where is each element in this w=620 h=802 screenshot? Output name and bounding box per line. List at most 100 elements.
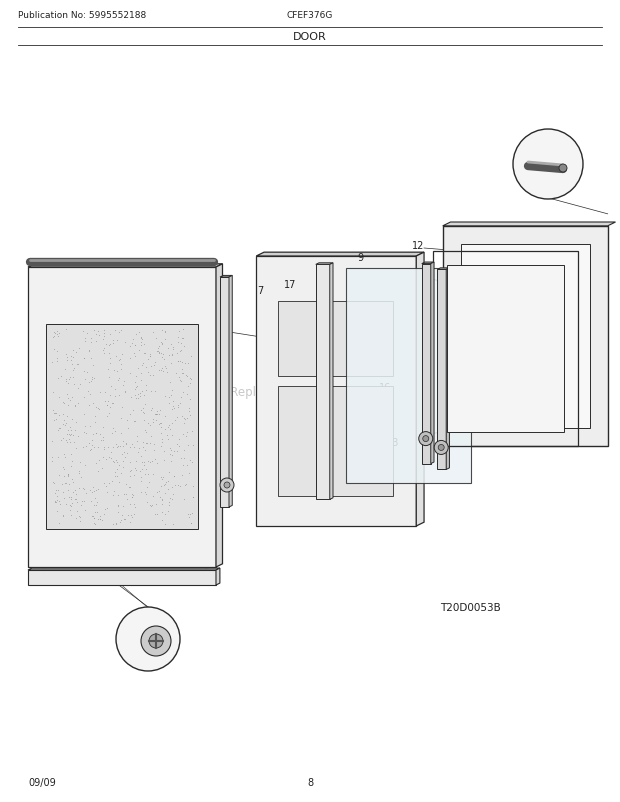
Point: [179, 332, 188, 345]
Point: [175, 355, 185, 368]
Text: CFEF376G: CFEF376G: [287, 11, 333, 21]
Point: [136, 374, 146, 387]
Point: [184, 468, 194, 480]
Point: [177, 363, 187, 376]
Point: [48, 476, 58, 489]
Point: [173, 354, 183, 367]
Point: [175, 346, 185, 358]
Point: [113, 440, 123, 453]
Point: [49, 407, 59, 420]
Point: [121, 478, 131, 491]
Point: [100, 386, 110, 399]
Point: [182, 478, 192, 491]
Point: [151, 498, 161, 511]
Point: [132, 435, 142, 448]
Point: [114, 372, 124, 385]
Point: [72, 358, 82, 371]
Point: [118, 440, 128, 453]
Point: [99, 324, 108, 337]
Point: [116, 468, 126, 480]
Point: [147, 499, 157, 512]
Point: [167, 493, 177, 506]
Point: [130, 377, 140, 390]
Point: [102, 486, 112, 499]
Point: [105, 346, 115, 359]
Point: [91, 499, 101, 512]
Point: [64, 504, 74, 516]
Point: [71, 512, 81, 525]
Point: [135, 464, 145, 477]
Point: [62, 428, 72, 441]
Point: [90, 506, 100, 519]
Point: [114, 390, 124, 403]
Point: [110, 383, 120, 395]
Point: [160, 334, 170, 346]
Point: [113, 506, 123, 519]
Point: [131, 379, 141, 392]
Point: [184, 439, 193, 452]
Point: [137, 386, 147, 399]
Point: [113, 459, 123, 472]
Point: [63, 410, 73, 423]
Point: [70, 492, 80, 505]
Point: [73, 382, 83, 395]
Point: [136, 451, 146, 464]
Point: [119, 446, 129, 459]
Point: [49, 326, 59, 339]
Point: [148, 369, 158, 382]
Point: [66, 460, 76, 473]
Point: [159, 445, 169, 458]
Point: [172, 438, 182, 451]
Point: [152, 457, 162, 470]
Point: [76, 499, 86, 512]
Point: [54, 423, 64, 435]
Point: [141, 361, 151, 374]
Point: [178, 459, 188, 472]
Point: [113, 500, 123, 512]
Point: [90, 410, 100, 423]
Point: [182, 388, 192, 401]
Point: [51, 407, 61, 419]
Point: [125, 441, 135, 454]
Point: [177, 357, 187, 370]
Point: [104, 371, 114, 384]
Point: [142, 496, 152, 509]
Point: [58, 510, 68, 523]
Point: [66, 350, 76, 363]
Point: [117, 448, 127, 461]
Point: [125, 456, 135, 468]
Point: [169, 445, 179, 458]
Point: [68, 429, 78, 442]
Point: [179, 444, 189, 457]
Point: [66, 448, 76, 461]
Point: [79, 426, 89, 439]
Point: [101, 480, 111, 492]
Point: [63, 399, 73, 412]
Point: [92, 506, 102, 519]
Text: 8: 8: [353, 398, 359, 407]
Point: [159, 508, 169, 521]
Point: [61, 348, 71, 361]
Point: [131, 328, 141, 341]
Point: [60, 419, 69, 432]
Point: [119, 375, 129, 387]
Point: [105, 358, 115, 371]
Polygon shape: [229, 276, 232, 508]
Point: [186, 373, 196, 386]
Text: 23: 23: [386, 437, 398, 448]
Text: Publication No: 5995552188: Publication No: 5995552188: [18, 11, 146, 21]
Point: [86, 419, 95, 432]
Text: 52: 52: [102, 346, 114, 355]
Point: [157, 514, 167, 527]
Point: [68, 351, 78, 364]
Point: [183, 380, 193, 393]
Polygon shape: [443, 223, 616, 226]
Point: [138, 441, 148, 454]
Point: [109, 485, 119, 498]
Point: [123, 509, 133, 522]
Point: [73, 430, 83, 443]
Point: [110, 425, 120, 438]
Point: [136, 404, 146, 417]
Point: [58, 408, 68, 421]
Point: [79, 353, 89, 366]
